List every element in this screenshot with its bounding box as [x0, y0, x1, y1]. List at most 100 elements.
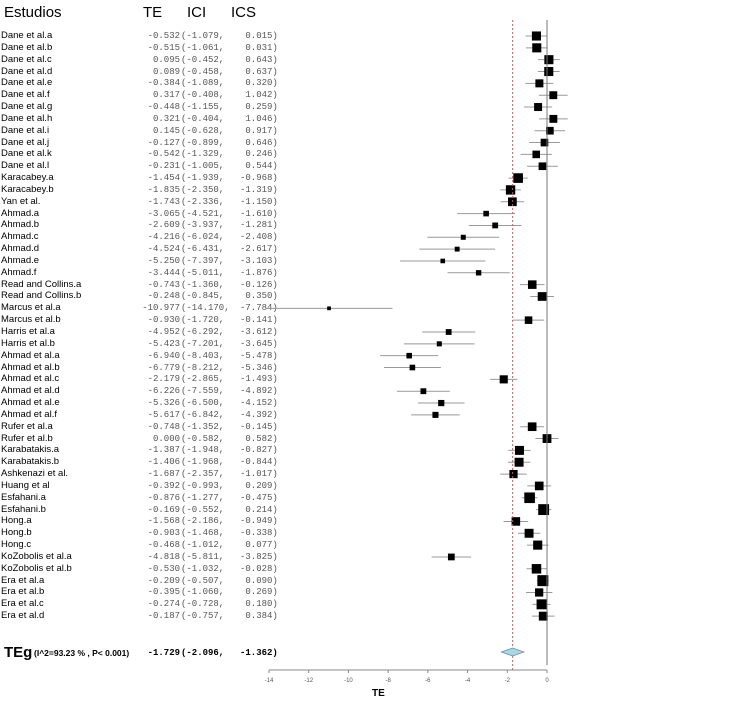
table-row: Ahmad.c -4.216 (-6.024, -2.408) — [0, 231, 745, 243]
study-name: Dane et al.k — [1, 148, 52, 160]
effect-marker — [475, 270, 482, 276]
te-value: -0.468 — [147, 540, 180, 551]
ici-value: (-1.032, — [181, 563, 225, 574]
ics-value: 0.917) — [240, 125, 278, 136]
te-value: -0.743 — [147, 279, 180, 290]
ics-value: -5.478) — [240, 350, 278, 361]
table-row: Hong.c -0.468 (-1.012, 0.077) — [0, 539, 745, 551]
te-value: -3.444 — [147, 267, 180, 278]
te-value: -0.530 — [147, 563, 180, 574]
study-name: Ahmad et al.e — [1, 397, 60, 409]
effect-marker — [531, 564, 542, 574]
study-name: Era et al.d — [1, 610, 45, 622]
effect-marker — [537, 575, 549, 587]
study-name: Dane et al.i — [1, 124, 50, 136]
table-row: Harris et al.a -4.952 (-6.292, -3.612) — [0, 326, 745, 338]
ics-value: 0.320) — [240, 78, 278, 89]
table-row: Era et al.d -0.187 (-0.757, 0.384) — [0, 610, 745, 622]
ics-value: 0.643) — [240, 54, 278, 65]
te-value: -0.395 — [147, 587, 180, 598]
effect-marker — [538, 504, 550, 516]
effect-marker — [432, 411, 439, 418]
ics-value: -3.825) — [240, 551, 278, 562]
ics-value: -1.876) — [240, 267, 278, 278]
effect-marker — [454, 246, 460, 252]
x-tick-label: -12 — [304, 678, 313, 684]
effect-marker — [492, 222, 499, 229]
ici-value: (-0.582, — [181, 433, 225, 444]
table-row: Ahmad.e -5.250 (-7.397, -3.103) — [0, 255, 745, 267]
ici-value: (-6.842, — [181, 409, 225, 420]
ici-value: (-1.329, — [181, 149, 225, 160]
effect-marker — [540, 138, 549, 147]
study-name: Read and Collins.a — [1, 278, 82, 290]
effect-marker — [531, 31, 541, 41]
effect-marker — [537, 292, 547, 301]
overall-te: -1.729 — [147, 648, 180, 658]
ics-value: -0.126) — [240, 279, 278, 290]
te-value: -6.779 — [147, 362, 180, 373]
effect-marker — [544, 66, 554, 77]
table-row: Dane et al.c 0.095 (-0.452, 0.643) — [0, 54, 745, 66]
te-value: -1.568 — [147, 516, 180, 527]
study-name: Ahmad.f — [1, 266, 37, 278]
table-row: Harris et al.b -5.423 (-7.201, -3.645) — [0, 338, 745, 350]
te-value: -0.274 — [147, 599, 180, 610]
ici-value: (-6.292, — [181, 327, 225, 337]
te-value: 0.317 — [147, 90, 180, 101]
table-row: Ahmad.b -2.609 (-3.937, -1.281) — [0, 219, 745, 231]
ici-value: (-2.336, — [181, 196, 225, 207]
ici-value: (-6.024, — [181, 232, 225, 243]
effect-marker — [527, 422, 537, 432]
ici-value: (-1.060, — [181, 587, 225, 598]
effect-marker — [534, 103, 543, 112]
ics-value: -7.784) — [240, 303, 278, 314]
ics-value: -0.844) — [240, 457, 278, 468]
table-row: Ahmad et al.b -6.779 (-8.212, -5.346) — [0, 362, 745, 374]
te-value: -0.187 — [147, 611, 180, 622]
table-row: Dane et al.d 0.089 (-0.458, 0.637) — [0, 66, 745, 78]
effect-marker — [409, 364, 416, 371]
study-name: Dane et al.j — [1, 136, 50, 148]
te-value: -0.876 — [147, 492, 180, 503]
header-ici: ICI — [187, 4, 207, 21]
te-value: -1.743 — [147, 196, 180, 207]
te-value: -0.903 — [147, 528, 180, 539]
ics-value: -0.145) — [240, 421, 278, 432]
study-name: Dane et al.a — [1, 30, 53, 41]
effect-marker — [460, 234, 466, 240]
overall-label: TEg — [4, 644, 33, 661]
effect-marker — [440, 258, 446, 264]
table-row: Rufer et al.b 0.000 (-0.582, 0.582) — [0, 433, 745, 445]
te-value: -10.977 — [142, 303, 180, 314]
ics-value: 0.637) — [240, 66, 278, 77]
ics-value: 0.180) — [240, 599, 278, 610]
study-name: Ahmad.d — [1, 243, 40, 255]
table-row: Dane et al.i 0.145 (-0.628, 0.917) — [0, 125, 745, 137]
te-value: -4.524 — [147, 244, 180, 255]
effect-marker — [532, 43, 542, 53]
study-name: Era et al.a — [1, 574, 45, 586]
table-row: Read and Collins.a -0.743 (-1.360, -0.126) — [0, 279, 745, 291]
te-value: -4.818 — [147, 551, 180, 562]
table-row: Dane et al.j -0.127 (-0.899, 0.646) — [0, 137, 745, 149]
table-row: Ahmad.f -3.444 (-5.011, -1.876) — [0, 267, 745, 279]
ics-value: -4.892) — [240, 386, 278, 397]
te-value: -0.748 — [147, 421, 180, 432]
study-name: Karacabey.a — [1, 172, 54, 184]
ici-value: (-1.720, — [181, 315, 225, 326]
te-value: -2.179 — [147, 374, 180, 385]
x-tick-label: -8 — [385, 678, 391, 684]
ici-value: (-1.968, — [181, 457, 225, 468]
te-value: 0.095 — [147, 54, 180, 65]
te-value: -0.448 — [147, 102, 180, 113]
study-name: Dane et al.b — [1, 41, 53, 53]
table-row: Dane et al.g -0.448 (-1.155, 0.259) — [0, 101, 745, 113]
study-name: Hong.b — [1, 527, 32, 539]
x-tick-label: -6 — [425, 678, 431, 684]
ics-value: -3.612) — [240, 327, 278, 337]
table-row: Karacabey.a -1.454 (-1.939, -0.968) — [0, 172, 745, 184]
effect-marker — [538, 162, 547, 171]
effect-marker — [499, 375, 508, 384]
